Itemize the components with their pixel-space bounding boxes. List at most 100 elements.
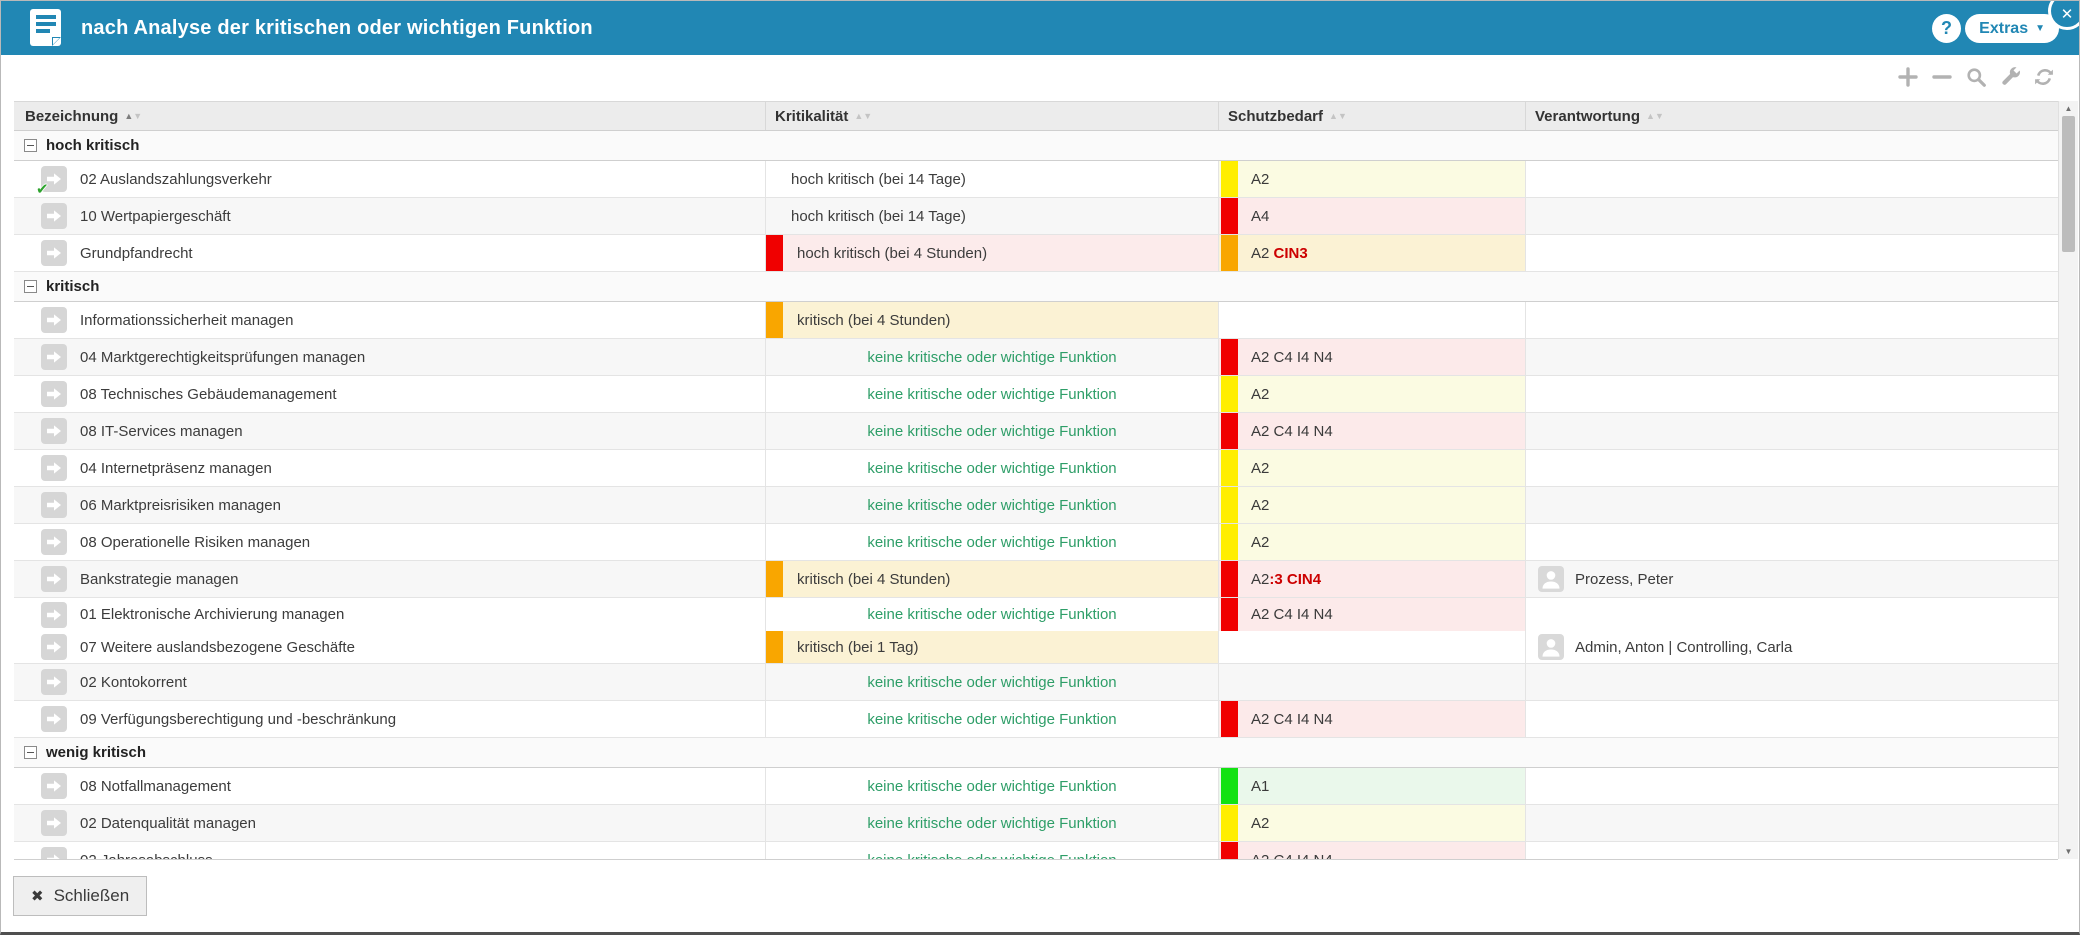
process-arrow-icon (41, 492, 67, 518)
document-icon (30, 9, 61, 46)
table-row[interactable]: 06 Marktpreisrisiken managen keine kriti… (14, 487, 2058, 524)
criticality-bar (766, 302, 783, 338)
table-row[interactable]: 09 Verfügungsberechtigung und -beschränk… (14, 701, 2058, 738)
chevron-down-icon: ▼ (2035, 22, 2045, 34)
wrench-icon[interactable] (1999, 66, 2021, 88)
check-icon: ✔ (36, 181, 49, 197)
kritikalitaet-cell: kritisch (bei 4 Stunden) (766, 561, 1219, 597)
schutzbedarf-text: A2 (1251, 814, 1270, 832)
bezeichnung-cell: 02 Jahresabschluss (14, 842, 766, 860)
table-row[interactable]: 02 Kontokorrent keine kritische oder wic… (14, 664, 2058, 701)
table-row[interactable]: 08 Operationelle Risiken managen keine k… (14, 524, 2058, 561)
collapse-icon[interactable] (24, 280, 37, 293)
row-name: 02 Jahresabschluss (80, 851, 213, 860)
row-name: 06 Marktpreisrisiken managen (80, 496, 281, 514)
bezeichnung-cell: Grundpfandrecht (14, 235, 766, 271)
schutzbedarf-cell (1219, 664, 1526, 700)
schutzbedarf-text: A2 C4 I4 N4 (1251, 851, 1333, 860)
kritikalitaet-text: keine kritische oder wichtige Funktion (867, 385, 1117, 403)
vertical-scrollbar[interactable]: ▲ ▼ (2058, 101, 2078, 859)
column-header-kritikalitaet[interactable]: Kritikalität ▲ ▼ (766, 102, 1219, 130)
table-row[interactable]: 08 IT-Services managen keine kritische o… (14, 413, 2058, 450)
verantwortung-cell: Prozess, Peter (1526, 561, 2058, 597)
bezeichnung-cell: 08 IT-Services managen (14, 413, 766, 449)
kritikalitaet-cell: keine kritische oder wichtige Funktion (766, 524, 1219, 560)
table-row[interactable]: Grundpfandrecht hoch kritisch (bei 4 Stu… (14, 235, 2058, 272)
group-header-hoch-kritisch[interactable]: hoch kritisch (14, 131, 2058, 161)
row-name: 02 Datenqualität managen (80, 814, 256, 832)
process-arrow-icon (41, 529, 67, 555)
kritikalitaet-cell: keine kritische oder wichtige Funktion (766, 376, 1219, 412)
schutzbedarf-cell: A2 (1219, 805, 1526, 841)
collapse-icon[interactable] (24, 139, 37, 152)
table-row[interactable]: 02 Jahresabschluss keine kritische oder … (14, 842, 2058, 860)
extras-menu-button[interactable]: Extras ▼ (1965, 14, 2059, 43)
column-header-schutzbedarf[interactable]: Schutzbedarf ▲ ▼ (1219, 102, 1526, 130)
process-arrow-icon (41, 307, 67, 333)
protection-bar (1221, 701, 1238, 737)
dialog-footer: ✖ Schließen (1, 860, 2079, 931)
verantwortung-cell (1526, 701, 2058, 737)
dialog-title: nach Analyse der kritischen oder wichtig… (81, 16, 593, 39)
group-header-wenig-kritisch[interactable]: wenig kritisch (14, 738, 2058, 768)
table-row[interactable]: 04 Internetpräsenz managen keine kritisc… (14, 450, 2058, 487)
kritikalitaet-cell: hoch kritisch (bei 14 Tage) (766, 161, 1219, 197)
process-arrow-icon (41, 381, 67, 407)
remove-icon[interactable] (1931, 66, 1953, 88)
sort-desc-icon: ▼ (1654, 110, 1664, 121)
table-row[interactable]: 08 Technisches Gebäudemanagement keine k… (14, 376, 2058, 413)
grid-area: Bezeichnung ▲ ▼ Kritikalität ▲ ▼ Schutzbed… (14, 101, 2079, 860)
help-button[interactable]: ? (1932, 14, 1961, 43)
table-row[interactable]: Bankstrategie managen kritisch (bei 4 St… (14, 561, 2058, 598)
group-header-kritisch[interactable]: kritisch (14, 272, 2058, 302)
row-name: 08 Operationelle Risiken managen (80, 533, 311, 551)
schutzbedarf-cell: A2 CIN3 (1219, 235, 1526, 271)
column-header-bezeichnung[interactable]: Bezeichnung ▲ ▼ (14, 102, 766, 130)
row-name: 10 Wertpapiergeschäft (80, 207, 231, 225)
verantwortung-cell (1526, 598, 2058, 631)
close-dialog-button[interactable]: ✖ Schließen (13, 876, 148, 916)
bezeichnung-cell: 08 Technisches Gebäudemanagement (14, 376, 766, 412)
table-row[interactable]: 01 Elektronische Archivierung managen ke… (14, 598, 2058, 631)
table-row[interactable]: Informationssicherheit managen kritisch … (14, 302, 2058, 339)
scroll-down-icon[interactable]: ▼ (2064, 846, 2073, 856)
bezeichnung-cell: 08 Notfallmanagement (14, 768, 766, 804)
verantwortung-cell (1526, 198, 2058, 234)
table-row[interactable]: 07 Weitere auslandsbezogene Geschäfte kr… (14, 631, 2058, 664)
scrollbar-thumb[interactable] (2062, 116, 2075, 252)
kritikalitaet-cell: keine kritische oder wichtige Funktion (766, 339, 1219, 375)
process-arrow-icon (41, 455, 67, 481)
schutzbedarf-text: A1 (1251, 777, 1270, 795)
verantwortung-cell (1526, 339, 2058, 375)
schutzbedarf-alert-text: CIN3 (1273, 244, 1308, 262)
table: Bezeichnung ▲ ▼ Kritikalität ▲ ▼ Schutzbed… (14, 101, 2058, 860)
table-row[interactable]: ✔ 02 Auslandszahlungsverkehr hoch kritis… (14, 161, 2058, 198)
kritikalitaet-cell: keine kritische oder wichtige Funktion (766, 768, 1219, 804)
schutzbedarf-text: A2 (1251, 244, 1274, 262)
group-label: kritisch (46, 278, 100, 295)
protection-bar (1221, 561, 1238, 597)
schutzbedarf-text: A2 (1251, 385, 1270, 403)
kritikalitaet-cell: kritisch (bei 4 Stunden) (766, 302, 1219, 338)
protection-bar (1221, 524, 1238, 560)
table-row[interactable]: 02 Datenqualität managen keine kritische… (14, 805, 2058, 842)
verantwortung-text: Prozess, Peter (1575, 570, 1674, 588)
verantwortung-cell (1526, 376, 2058, 412)
table-row[interactable]: 08 Notfallmanagement keine kritische ode… (14, 768, 2058, 805)
scroll-up-icon[interactable]: ▲ (2064, 103, 2073, 113)
kritikalitaet-text: hoch kritisch (bei 4 Stunden) (797, 244, 988, 262)
process-arrow-icon: ✔ (36, 166, 67, 197)
refresh-icon[interactable] (2033, 66, 2055, 88)
add-icon[interactable] (1897, 66, 1919, 88)
table-row[interactable]: 04 Marktgerechtigkeitsprüfungen managen … (14, 339, 2058, 376)
collapse-icon[interactable] (24, 746, 37, 759)
verantwortung-cell (1526, 161, 2058, 197)
search-icon[interactable] (1965, 66, 1987, 88)
sort-asc-icon: ▲ (1646, 110, 1655, 121)
column-header-verantwortung[interactable]: Verantwortung ▲ ▼ (1526, 102, 2058, 130)
process-arrow-icon (41, 810, 67, 836)
kritikalitaet-text: hoch kritisch (bei 14 Tage) (791, 207, 966, 225)
table-header-row: Bezeichnung ▲ ▼ Kritikalität ▲ ▼ Schutzbed… (14, 101, 2058, 131)
table-row[interactable]: 10 Wertpapiergeschäft hoch kritisch (bei… (14, 198, 2058, 235)
